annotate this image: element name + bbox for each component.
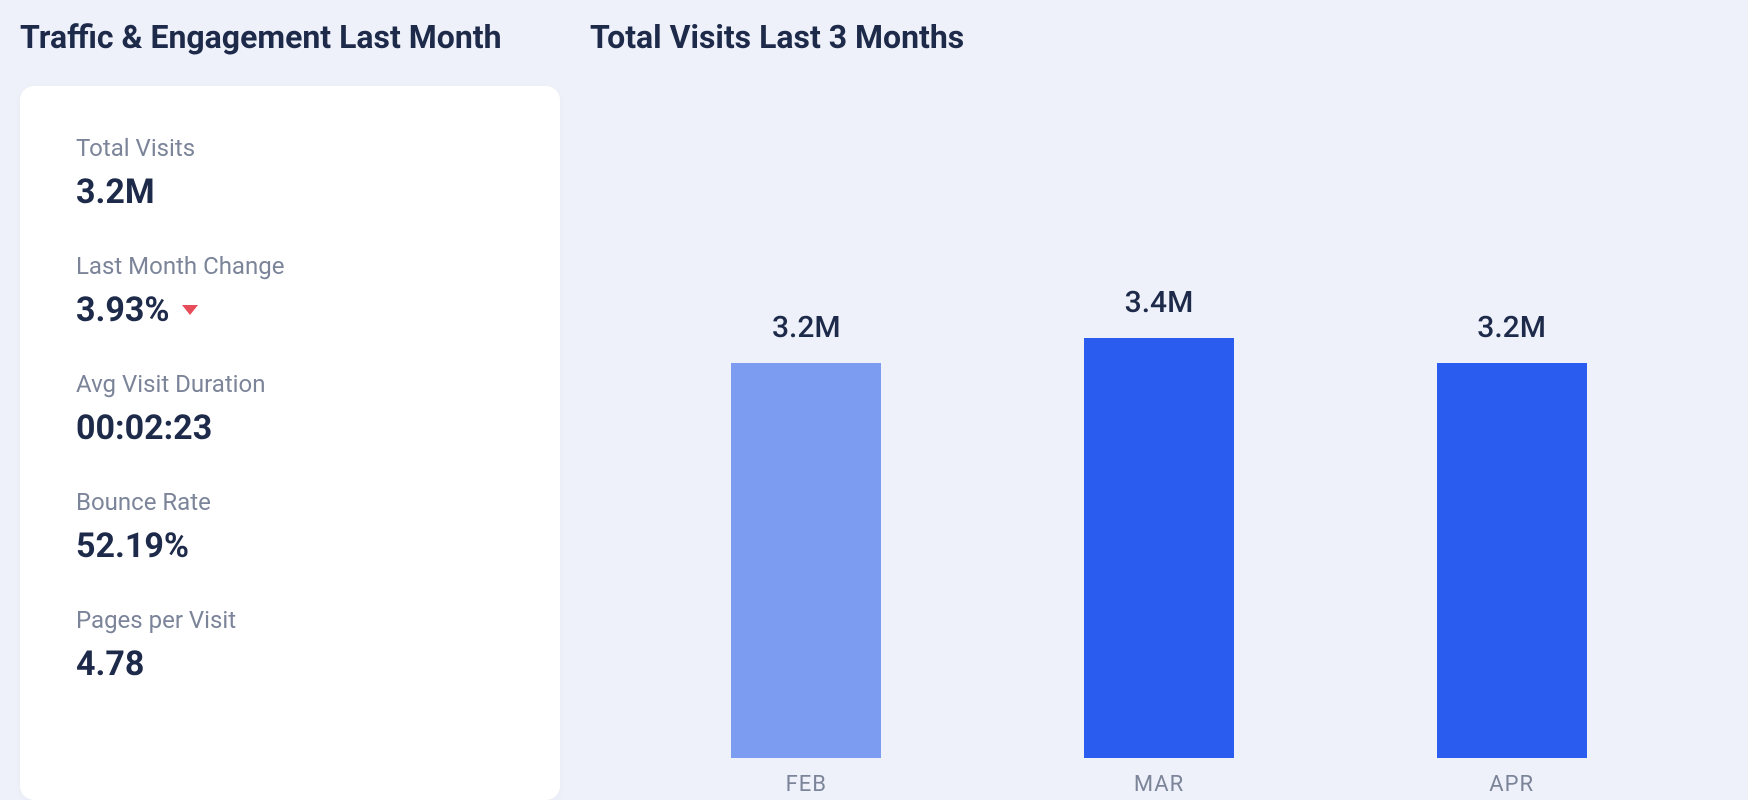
stats-card: Total Visits 3.2M Last Month Change 3.93…	[20, 86, 560, 800]
visits-chart-panel: Total Visits Last 3 Months 3.2M FEB 3.4M MA…	[560, 0, 1728, 800]
stat-total-visits: Total Visits 3.2M	[76, 134, 504, 212]
bar-month-label: MAR	[1134, 772, 1184, 800]
stat-label-bounce-rate: Bounce Rate	[76, 488, 504, 516]
bar-value-label: 3.2M	[1477, 310, 1546, 345]
visits-chart-title: Total Visits Last 3 Months	[590, 0, 1728, 86]
stat-value-last-month-change-text: 3.93%	[76, 290, 170, 330]
stat-avg-visit-duration: Avg Visit Duration 00:02:23	[76, 370, 504, 448]
traffic-engagement-panel: Traffic & Engagement Last Month Total Vi…	[20, 0, 560, 800]
trend-down-icon	[182, 305, 198, 315]
bar-month-label: APR	[1489, 772, 1534, 800]
bar-month-label: FEB	[786, 772, 827, 800]
stat-value-avg-visit-duration: 00:02:23	[76, 408, 504, 448]
stat-value-bounce-rate: 52.19%	[76, 526, 504, 566]
bar	[1437, 363, 1587, 758]
stat-value-total-visits: 3.2M	[76, 172, 504, 212]
stat-label-last-month-change: Last Month Change	[76, 252, 504, 280]
stat-bounce-rate: Bounce Rate 52.19%	[76, 488, 504, 566]
bar-value-label: 3.2M	[772, 310, 841, 345]
stat-label-avg-visit-duration: Avg Visit Duration	[76, 370, 504, 398]
stat-last-month-change: Last Month Change 3.93%	[76, 252, 504, 330]
bar-group: 3.2M APR	[1412, 86, 1612, 800]
stat-label-pages-per-visit: Pages per Visit	[76, 606, 504, 634]
bar	[731, 363, 881, 758]
bar	[1084, 338, 1234, 758]
stat-label-total-visits: Total Visits	[76, 134, 504, 162]
dashboard-container: Traffic & Engagement Last Month Total Vi…	[0, 0, 1748, 800]
stat-value-last-month-change: 3.93%	[76, 290, 504, 330]
bar-group: 3.2M FEB	[706, 86, 906, 800]
stat-pages-per-visit: Pages per Visit 4.78	[76, 606, 504, 684]
bar-value-label: 3.4M	[1125, 285, 1194, 320]
traffic-panel-title: Traffic & Engagement Last Month	[20, 0, 560, 86]
stat-value-pages-per-visit: 4.78	[76, 644, 504, 684]
bar-group: 3.4M MAR	[1059, 86, 1259, 800]
visits-bar-chart: 3.2M FEB 3.4M MAR 3.2M APR	[590, 86, 1728, 800]
